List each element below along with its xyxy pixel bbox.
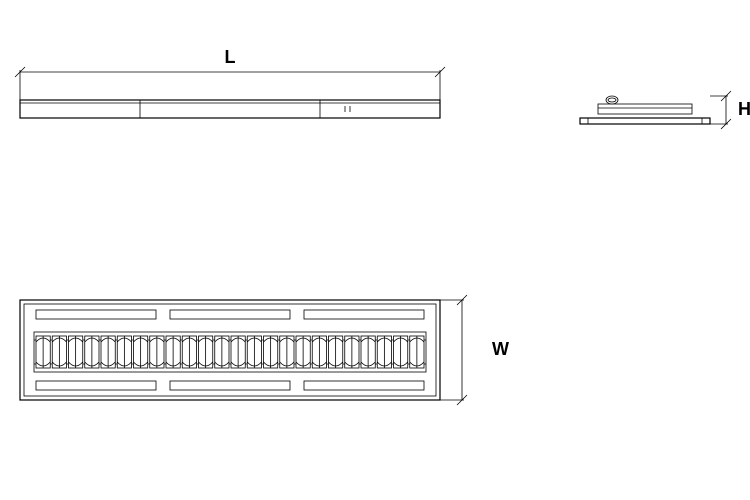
technical-drawing: L H W bbox=[0, 0, 750, 500]
dim-label-W: W bbox=[492, 339, 509, 359]
dim-label-H: H bbox=[738, 99, 750, 119]
dim-label-L: L bbox=[225, 47, 236, 67]
